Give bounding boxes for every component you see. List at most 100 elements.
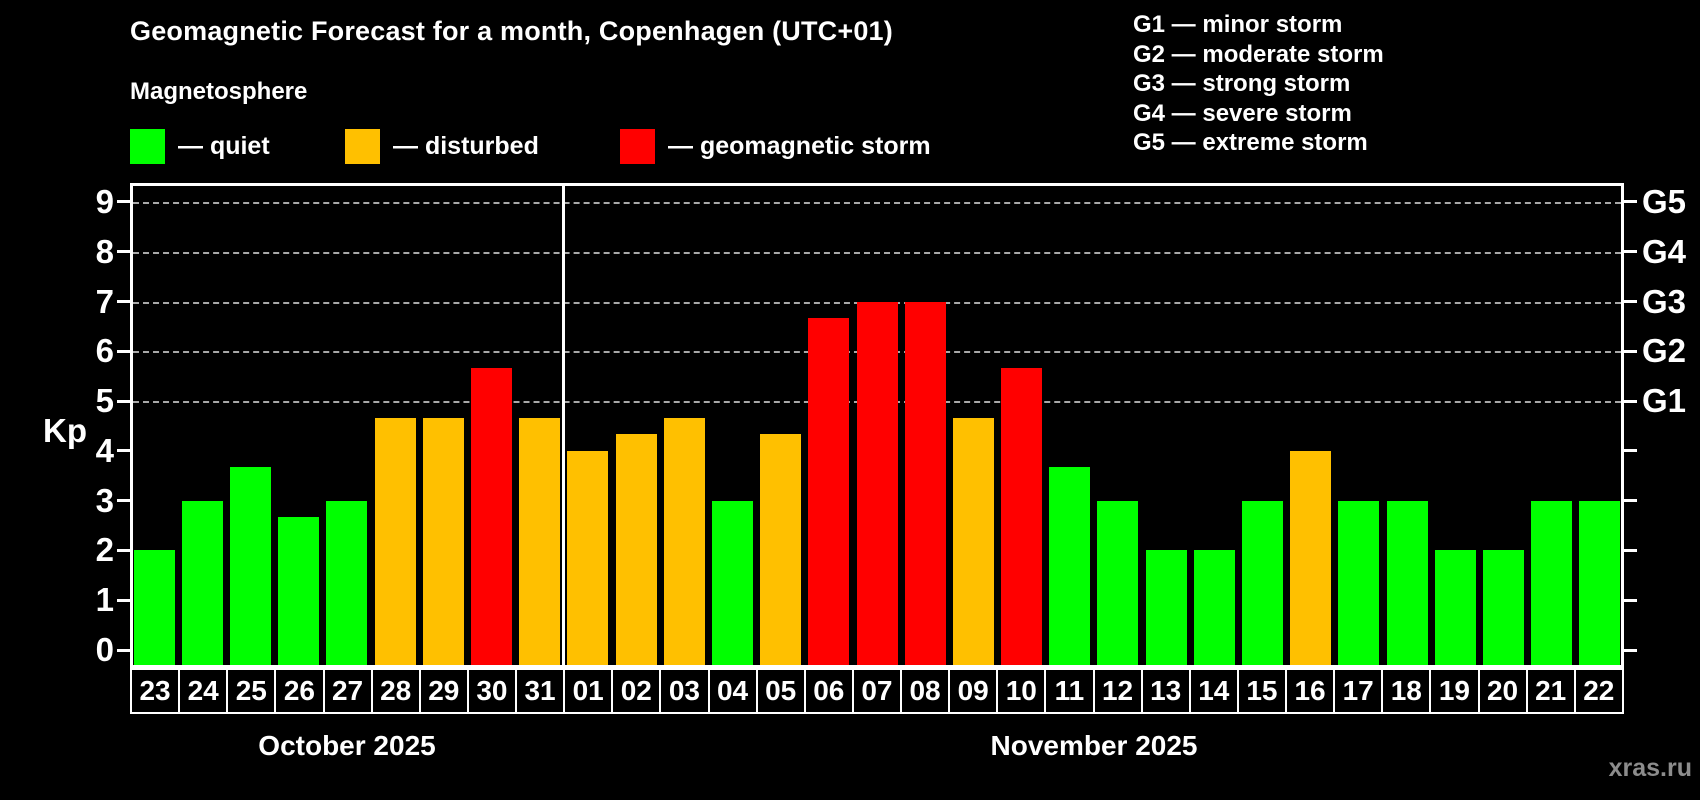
right-tick-2 [1624,548,1637,552]
kp-bar-november-20 [1483,550,1525,665]
g-scale-legend: G1 — minor storm G2 — moderate storm G3 … [1133,10,1384,158]
kp-bar-november-13 [1145,550,1187,665]
kp-bar-november-09 [952,418,994,665]
y-axis-title: Kp [43,412,87,449]
day-label-16: 16 [1285,668,1336,714]
left-tick-3 [117,499,130,503]
day-label-27: 27 [322,668,373,714]
kp-bar-november-11 [1049,467,1091,665]
gridline-kp8 [133,251,1621,254]
day-label-29: 29 [418,668,469,714]
magnetosphere-subtitle: Magnetosphere [130,78,308,105]
g-legend-line: G1 — minor storm [1133,11,1343,38]
left-tick-4 [117,449,130,453]
day-label-01: 01 [563,668,614,714]
g-label-G5: G5 [1642,182,1687,220]
y-tick-label-3: 3 [95,481,114,519]
left-tick-0 [117,648,130,652]
g-legend-line: G2 — moderate storm [1133,40,1384,68]
g-legend-line: G4 — severe storm [1133,99,1352,127]
kp-bar-october-26 [278,517,320,665]
kp-bar-november-08 [904,302,946,665]
day-label-15: 15 [1236,668,1287,714]
day-label-21: 21 [1525,668,1576,714]
kp-bar-november-03 [663,418,705,665]
page-title: Geomagnetic Forecast for a month, Copenh… [130,16,893,46]
legend-storm: — geomagnetic storm [620,128,931,164]
kp-bar-november-16 [1290,451,1332,665]
kp-bar-october-25 [229,467,271,665]
day-label-05: 05 [755,668,806,714]
day-label-04: 04 [707,668,758,714]
day-label-06: 06 [803,668,854,714]
y-tick-label-2: 2 [95,531,114,569]
day-label-09: 09 [948,668,999,714]
y-tick-label-4: 4 [95,431,114,469]
storm-swatch-icon [620,128,655,164]
y-tick-label-9: 9 [95,182,114,220]
y-tick-label-1: 1 [95,581,114,619]
right-tick-4 [1624,449,1637,453]
right-tick-8 [1624,250,1637,254]
legend-quiet: — quiet [130,128,270,164]
kp-bar-november-17 [1338,501,1380,665]
day-label-22: 22 [1573,668,1624,714]
kp-bar-october-30 [470,368,512,665]
kp-bar-november-04 [711,501,753,665]
left-tick-9 [117,200,130,204]
legend-disturbed-label: — disturbed [393,131,539,160]
right-tick-1 [1624,598,1637,602]
left-tick-8 [117,250,130,254]
kp-bar-october-23 [133,550,175,665]
day-label-28: 28 [370,668,421,714]
right-tick-3 [1624,499,1637,503]
month-label-november: November 2025 [990,730,1198,761]
left-tick-2 [117,548,130,552]
left-tick-7 [117,300,130,304]
y-tick-label-5: 5 [95,382,114,420]
kp-bar-october-29 [422,418,464,665]
kp-bar-november-12 [1097,501,1139,665]
kp-bar-october-27 [326,501,368,665]
left-tick-5 [117,399,130,403]
kp-bar-november-14 [1193,550,1235,665]
day-label-12: 12 [1092,668,1143,714]
kp-bar-november-15 [1242,501,1284,665]
right-tick-7 [1624,300,1637,304]
x-axis-day-labels: 23 24 25 26 27 28 29 30 31 01 02 03 04 05 06 07 08 09 10 11… [130,668,1624,714]
kp-bar-november-01 [567,451,609,665]
legend-disturbed: — disturbed [345,128,539,164]
day-label-19: 19 [1429,668,1480,714]
kp-bar-november-18 [1386,501,1428,665]
quiet-swatch-icon [130,128,165,164]
day-label-23: 23 [130,668,181,714]
legend-storm-label: — geomagnetic storm [668,131,931,160]
right-tick-9 [1624,200,1637,204]
y-tick-label-7: 7 [95,282,114,320]
month-separator-line [562,186,566,665]
day-label-11: 11 [1044,668,1095,714]
day-label-10: 10 [996,668,1047,714]
gridline-kp9 [133,201,1621,204]
day-label-31: 31 [515,668,566,714]
left-tick-6 [117,349,130,353]
day-label-20: 20 [1477,668,1528,714]
left-tick-1 [117,598,130,602]
g-label-G3: G3 [1642,282,1687,320]
disturbed-swatch-icon [345,128,380,164]
kp-bar-october-24 [181,501,223,665]
day-label-02: 02 [611,668,662,714]
g-legend-line: G5 — extreme storm [1133,129,1368,156]
kp-bar-october-28 [374,418,416,665]
day-label-24: 24 [178,668,229,714]
g-legend-line: G3 — strong storm [1133,70,1351,97]
kp-bar-november-02 [615,434,657,665]
day-label-30: 30 [466,668,517,714]
kp-bar-october-31 [519,418,561,665]
day-label-03: 03 [659,668,710,714]
kp-bar-november-07 [856,302,898,665]
day-label-25: 25 [226,668,277,714]
watermark: xras.ru [1608,754,1692,782]
kp-bar-november-19 [1434,550,1476,665]
